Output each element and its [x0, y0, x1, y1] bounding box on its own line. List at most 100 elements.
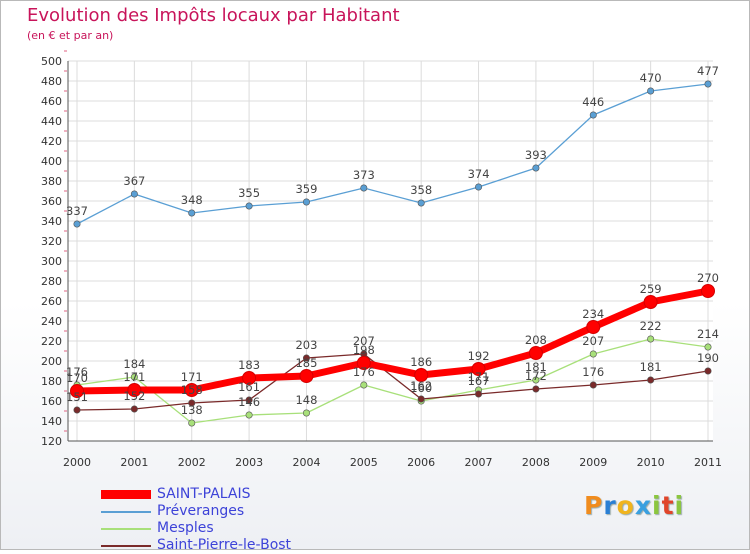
- logo-letter: t: [661, 491, 675, 520]
- series-line: [76, 338, 709, 424]
- y-tick-label: 160: [41, 395, 62, 408]
- data-label: 259: [640, 282, 662, 296]
- data-label: 181: [640, 360, 662, 374]
- data-label: 183: [238, 358, 260, 372]
- data-point: [360, 381, 368, 389]
- data-label: 186: [410, 355, 432, 369]
- data-point: [586, 320, 601, 334]
- logo-letter: o: [616, 491, 635, 520]
- data-label: 146: [238, 395, 260, 409]
- x-tick-label: 2004: [292, 456, 320, 469]
- legend-label: SAINT-PALAIS: [157, 486, 251, 502]
- y-tick-label: 340: [41, 215, 62, 228]
- data-point: [417, 199, 425, 207]
- data-label: 184: [123, 357, 145, 371]
- data-point: [647, 376, 655, 384]
- data-point: [704, 343, 712, 351]
- series-line: [73, 287, 712, 395]
- data-label: 203: [295, 338, 317, 352]
- logo-letter: r: [603, 491, 617, 520]
- data-point: [302, 409, 310, 417]
- y-tick-label: 440: [41, 115, 62, 128]
- y-tick-label: 420: [41, 135, 62, 148]
- data-point: [302, 198, 310, 206]
- data-point: [188, 419, 196, 427]
- y-tick-label: 400: [41, 155, 62, 168]
- data-point: [704, 367, 712, 375]
- data-point: [130, 405, 138, 413]
- data-label: 374: [468, 167, 490, 181]
- data-point: [245, 411, 253, 419]
- legend: SAINT-PALAIS Préveranges Mesples Saint-Pier…: [101, 486, 401, 554]
- logo-letter: i: [652, 491, 662, 520]
- data-point: [245, 396, 253, 404]
- data-point: [528, 346, 543, 360]
- data-label: 222: [640, 319, 662, 333]
- data-label: 446: [582, 95, 604, 109]
- data-point: [589, 381, 597, 389]
- data-point: [417, 395, 425, 403]
- data-point: [414, 368, 429, 382]
- proxiti-logo: Proxiti: [584, 491, 684, 520]
- logo-letter: P: [584, 491, 604, 520]
- legend-item: SAINT-PALAIS: [101, 486, 401, 503]
- data-label: 172: [525, 369, 547, 383]
- data-label: 359: [295, 182, 317, 196]
- data-point: [647, 335, 655, 343]
- grid: [68, 60, 713, 442]
- x-tick-label: 2008: [522, 456, 550, 469]
- data-point: [130, 190, 138, 198]
- plot-area: [68, 61, 713, 441]
- data-point: [184, 383, 199, 397]
- y-tick-label: 320: [41, 235, 62, 248]
- data-point: [73, 406, 81, 414]
- data-label: 171: [468, 370, 490, 384]
- data-point: [589, 350, 597, 358]
- y-tick-label: 140: [41, 415, 62, 428]
- data-point: [356, 356, 371, 370]
- data-point: [245, 202, 253, 210]
- series-line: [76, 83, 709, 225]
- data-label: 176: [66, 365, 88, 379]
- data-label: 185: [295, 356, 317, 370]
- data-point: [73, 220, 81, 228]
- x-tick-label: 2001: [120, 456, 148, 469]
- data-label: 477: [697, 64, 719, 78]
- data-label: 167: [468, 374, 490, 388]
- data-point: [471, 362, 486, 376]
- series: [70, 80, 715, 427]
- chart-subtitle: (en € et par an): [27, 29, 114, 42]
- logo-letter: i: [674, 491, 685, 520]
- data-label: 214: [697, 327, 719, 341]
- data-label: 192: [468, 349, 490, 363]
- data-label: 234: [582, 307, 604, 321]
- data-label: 181: [525, 360, 547, 374]
- y-tick-label: 120: [41, 435, 62, 448]
- logo-letter: x: [634, 491, 652, 520]
- y-tick-label: 460: [41, 95, 62, 108]
- y-tick-label: 260: [41, 295, 62, 308]
- y-tick-label: 500: [41, 55, 62, 68]
- data-point: [532, 385, 540, 393]
- y-tick-label: 280: [41, 275, 62, 288]
- data-label: 161: [238, 380, 260, 394]
- axes: 120 140 160 180 200 220 240 260 280 300 320 340 360 3…: [41, 50, 722, 469]
- legend-item: Saint-Pierre-le-Bost: [101, 537, 401, 554]
- data-label: 160: [410, 381, 432, 395]
- data-label: 207: [353, 334, 375, 348]
- x-tick-label: 2009: [579, 456, 607, 469]
- data-point: [532, 376, 540, 384]
- data-label: 176: [582, 365, 604, 379]
- legend-item: Mesples: [101, 520, 401, 537]
- data-point: [701, 284, 715, 298]
- data-label: 207: [582, 334, 604, 348]
- legend-item: Préveranges: [101, 503, 401, 520]
- data-point: [242, 371, 257, 385]
- data-label: 358: [410, 183, 432, 197]
- legend-swatch: [101, 528, 151, 530]
- data-label: 162: [410, 379, 432, 393]
- data-label: 393: [525, 148, 547, 162]
- data-label: 348: [181, 193, 203, 207]
- x-tick-label: 2007: [465, 456, 493, 469]
- data-point: [475, 183, 483, 191]
